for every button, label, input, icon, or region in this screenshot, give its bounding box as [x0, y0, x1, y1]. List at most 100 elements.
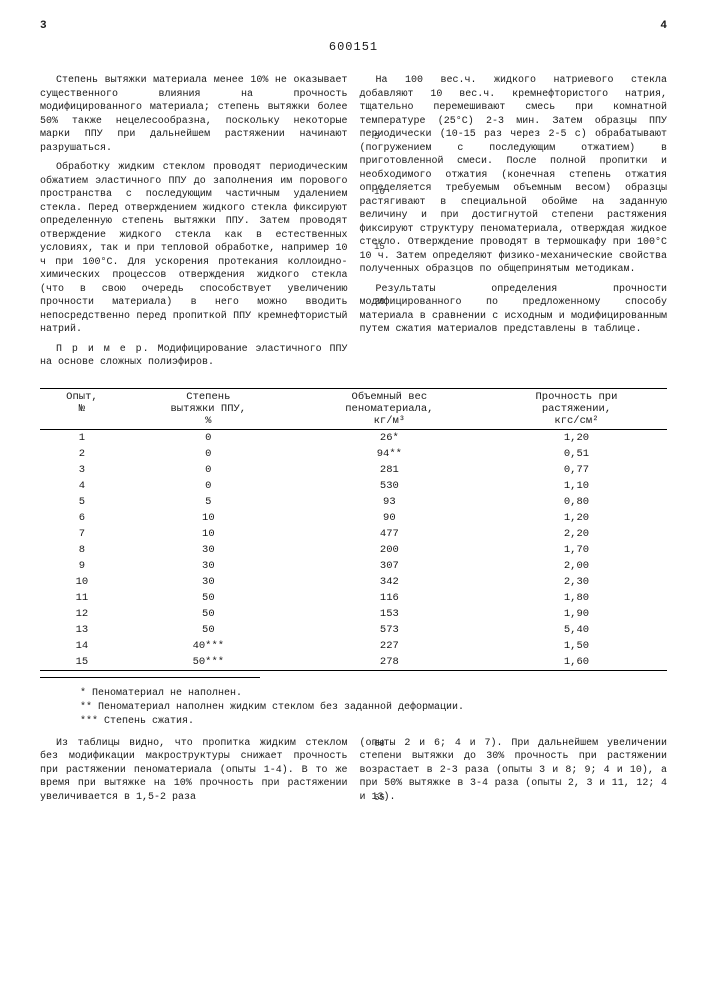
table-cell: 6 — [40, 510, 124, 526]
table-cell: 2 — [40, 446, 124, 462]
table-cell: 227 — [293, 638, 486, 654]
table-cell: 1,70 — [486, 542, 667, 558]
table-cell: 11 — [40, 590, 124, 606]
bottom-left: Из таблицы видно, что пропитка жидким ст… — [40, 737, 348, 811]
th-3: Прочность при растяжении, кгс/см² — [486, 388, 667, 429]
table-row: 302810,77 — [40, 462, 667, 478]
table-cell: 14 — [40, 638, 124, 654]
table-cell: 0 — [124, 478, 293, 494]
table-cell: 281 — [293, 462, 486, 478]
table-cell: 40*** — [124, 638, 293, 654]
table-header-row: Опыт, № Степень вытяжки ППУ, % Объемный … — [40, 388, 667, 429]
table-cell: 0,80 — [486, 494, 667, 510]
table-row: 12501531,90 — [40, 606, 667, 622]
table-cell: 94** — [293, 446, 486, 462]
table-row: 11501161,80 — [40, 590, 667, 606]
table-row: 610901,20 — [40, 510, 667, 526]
table-cell: 307 — [293, 558, 486, 574]
left-column: Степень вытяжки материала менее 10% не о… — [40, 74, 348, 376]
left-p3: П р и м е р. Модифицирование эластичного… — [40, 343, 348, 370]
table-cell: 10 — [124, 510, 293, 526]
table-cell: 26* — [293, 429, 486, 446]
margin-num-15: 15 — [374, 242, 385, 252]
table-cell: 1 — [40, 429, 124, 446]
table-row: 405301,10 — [40, 478, 667, 494]
table-cell: 93 — [293, 494, 486, 510]
table-cell: 13 — [40, 622, 124, 638]
table-cell: 5,40 — [486, 622, 667, 638]
table-cell: 50 — [124, 606, 293, 622]
table-cell: 0 — [124, 462, 293, 478]
table-cell: 12 — [40, 606, 124, 622]
table-cell: 116 — [293, 590, 486, 606]
table-cell: 1,10 — [486, 478, 667, 494]
table-cell: 9 — [40, 558, 124, 574]
table-cell: 30 — [124, 558, 293, 574]
margin-num-65: 65 — [374, 793, 385, 803]
table-cell: 10 — [40, 574, 124, 590]
margin-num-60: 60 — [374, 739, 385, 749]
table-cell: 8 — [40, 542, 124, 558]
header-left: 3 — [40, 20, 47, 32]
table-cell: 90 — [293, 510, 486, 526]
table-cell: 1,80 — [486, 590, 667, 606]
table-cell: 200 — [293, 542, 486, 558]
table-cell: 530 — [293, 478, 486, 494]
table-cell: 342 — [293, 574, 486, 590]
table-cell: 50*** — [124, 654, 293, 671]
table-row: 1550***2781,60 — [40, 654, 667, 671]
table-row: 8302001,70 — [40, 542, 667, 558]
table-cell: 50 — [124, 622, 293, 638]
footnote-2: ** Пеноматериал наполнен жидким стеклом … — [80, 702, 667, 713]
table-cell: 0,51 — [486, 446, 667, 462]
margin-num-10: 10 — [374, 187, 385, 197]
example-label: П р и м е р. — [56, 344, 150, 355]
table-cell: 2,30 — [486, 574, 667, 590]
page-header: 3 4 — [40, 20, 667, 32]
bottom-columns: Из таблицы видно, что пропитка жидким ст… — [40, 737, 667, 811]
document-number: 600151 — [40, 40, 667, 54]
table-cell: 1,90 — [486, 606, 667, 622]
table-cell: 2,20 — [486, 526, 667, 542]
footnotes: * Пеноматериал не наполнен. ** Пеноматер… — [80, 688, 667, 727]
table-cell: 5 — [40, 494, 124, 510]
table-cell: 4 — [40, 478, 124, 494]
right-p1: На 100 вес.ч. жидкого натриевого стекла … — [360, 74, 668, 277]
table-row: 7104772,20 — [40, 526, 667, 542]
table-cell: 1,60 — [486, 654, 667, 671]
table-cell: 2,00 — [486, 558, 667, 574]
right-p2: Результаты определения прочности модифиц… — [360, 283, 668, 337]
data-table: Опыт, № Степень вытяжки ППУ, % Объемный … — [40, 388, 667, 671]
header-right: 4 — [660, 20, 667, 32]
left-p2: Обработку жидким стеклом проводят период… — [40, 161, 348, 337]
table-cell: 3 — [40, 462, 124, 478]
table-cell: 278 — [293, 654, 486, 671]
left-p1: Степень вытяжки материала менее 10% не о… — [40, 74, 348, 155]
table-cell: 153 — [293, 606, 486, 622]
bottom-right: (опыты 2 и 6; 4 и 7). При дальнейшем уве… — [360, 737, 668, 811]
table-row: 55930,80 — [40, 494, 667, 510]
table-cell: 1,50 — [486, 638, 667, 654]
table-cell: 7 — [40, 526, 124, 542]
table-row: 2094**0,51 — [40, 446, 667, 462]
right-column: На 100 вес.ч. жидкого натриевого стекла … — [360, 74, 668, 376]
table-cell: 10 — [124, 526, 293, 542]
table-cell: 5 — [124, 494, 293, 510]
th-1: Степень вытяжки ППУ, % — [124, 388, 293, 429]
table-cell: 50 — [124, 590, 293, 606]
th-2: Объемный вес пеноматериала, кг/м³ — [293, 388, 486, 429]
footnote-1: * Пеноматериал не наполнен. — [80, 688, 667, 699]
table-cell: 15 — [40, 654, 124, 671]
bottom-right-p: (опыты 2 и 6; 4 и 7). При дальнейшем уве… — [360, 737, 668, 805]
bottom-left-p: Из таблицы видно, что пропитка жидким ст… — [40, 737, 348, 805]
table-row: 13505735,40 — [40, 622, 667, 638]
table-cell: 573 — [293, 622, 486, 638]
table-cell: 0 — [124, 429, 293, 446]
top-columns: Степень вытяжки материала менее 10% не о… — [40, 74, 667, 376]
table-cell: 30 — [124, 542, 293, 558]
margin-num-20: 20 — [374, 297, 385, 307]
table-row: 1440***2271,50 — [40, 638, 667, 654]
footnote-3: *** Степень сжатия. — [80, 716, 667, 727]
table-cell: 1,20 — [486, 429, 667, 446]
table-cell: 0 — [124, 446, 293, 462]
